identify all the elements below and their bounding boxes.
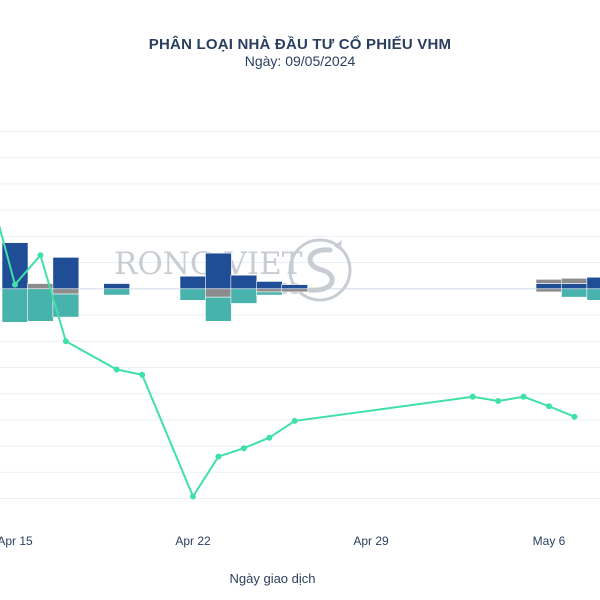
- bar-segment: [205, 252, 232, 290]
- line-point: [12, 281, 18, 288]
- dragon-logo-icon: [288, 238, 352, 302]
- bar-segment: [27, 288, 54, 322]
- line-point: [291, 417, 298, 424]
- bar-segment: [535, 288, 563, 293]
- line-point: [190, 493, 196, 500]
- bar-segment: [230, 274, 258, 290]
- bar-segment: [52, 288, 80, 295]
- bar-segment: [255, 288, 283, 293]
- line-series: [0, 225, 578, 500]
- bar-segment: [103, 288, 131, 296]
- line-point: [546, 403, 552, 410]
- bar-segment: [1, 288, 29, 323]
- bar-segment: [205, 288, 232, 298]
- bar-segment: [561, 288, 588, 298]
- x-axis-title: Ngày giao dịch: [229, 571, 316, 586]
- line-point: [113, 366, 120, 373]
- bar-segment: [281, 284, 309, 290]
- x-tick-label: May 6: [533, 534, 566, 548]
- line-point: [215, 453, 222, 460]
- gridlines: [0, 130, 600, 500]
- bar-segment: [586, 288, 600, 301]
- bar-segment: [205, 296, 232, 322]
- x-tick-label: Apr 29: [353, 534, 389, 548]
- bar-series: [1, 242, 600, 323]
- bar-segment: [179, 288, 207, 301]
- line-point: [469, 393, 476, 400]
- bar-segment: [103, 283, 131, 290]
- chart-subtitle: Ngày: 09/05/2024: [244, 53, 356, 69]
- bar-segment: [52, 257, 80, 290]
- bar-segment: [255, 291, 283, 296]
- line-point: [495, 398, 502, 404]
- line-point: [37, 252, 44, 259]
- line-point: [266, 434, 273, 441]
- bar-segment: [586, 276, 600, 290]
- bar-segment: [535, 283, 563, 290]
- bar-segment: [281, 288, 309, 293]
- bar-segment: [535, 279, 563, 284]
- line-point: [139, 371, 146, 378]
- bar-segment: [561, 283, 588, 290]
- bar-segment: [255, 281, 283, 290]
- bar-segment: [230, 288, 258, 304]
- x-tick-label: Apr 15: [0, 534, 33, 548]
- x-axis-ticks: Apr 15 Apr 22 Apr 29 May 6: [0, 534, 566, 548]
- x-tick-label: Apr 22: [175, 534, 211, 548]
- bar-segment: [52, 293, 80, 318]
- line-point: [240, 445, 247, 452]
- bar-segment: [179, 275, 207, 290]
- chart-title: PHÂN LOẠI NHÀ ĐẦU TƯ CỔ PHIẾU VHM: [148, 36, 452, 53]
- line-point: [571, 413, 578, 420]
- line-point: [520, 393, 527, 400]
- line-path: [0, 225, 575, 499]
- bar-segment: [561, 277, 588, 284]
- line-point: [62, 338, 69, 345]
